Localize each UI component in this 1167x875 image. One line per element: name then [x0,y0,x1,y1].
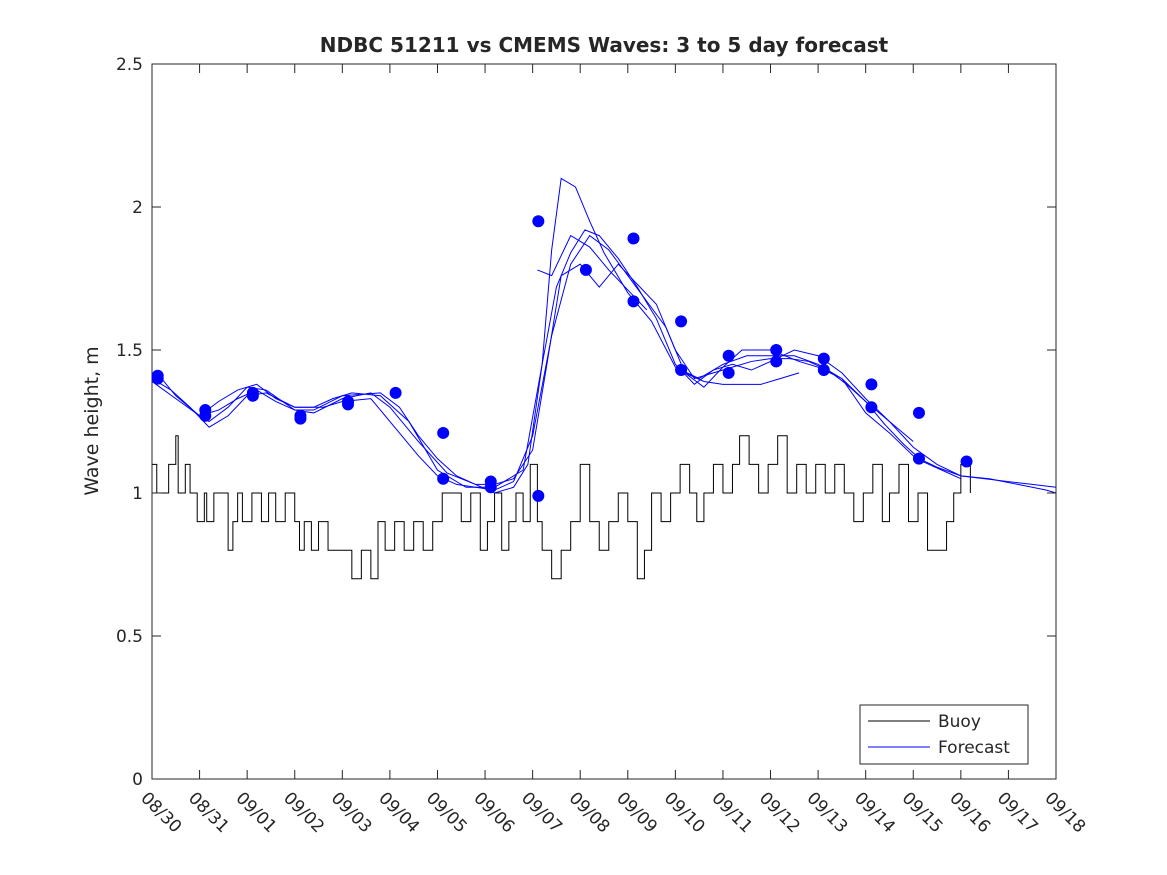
forecast-line [199,263,962,485]
legend-label-forecast: Forecast [938,738,1010,758]
x-tick-label: 09/18 [1040,788,1089,837]
forecast-marker [484,475,497,488]
forecast-marker [817,364,830,377]
forecast-line [537,234,648,311]
y-tick-label: 0 [132,770,143,790]
forecast-marker [770,355,783,368]
forecast-marker [246,389,259,402]
forecast-marker [342,398,355,411]
forecast-marker [389,386,402,399]
x-tick-label: 09/17 [993,788,1042,837]
forecast-marker [532,489,545,502]
chart-title: NDBC 51211 vs CMEMS Waves: 3 to 5 day fo… [320,33,889,57]
x-tick-label: 09/16 [945,788,994,837]
y-tick-label: 1.5 [116,341,143,361]
forecast-marker [151,372,164,385]
x-tick-label: 09/14 [850,788,899,837]
x-tick-label: 09/13 [803,788,852,837]
legend-label-buoy: Buoy [938,712,981,732]
forecast-marker [865,401,878,414]
forecast-marker [722,366,735,379]
forecast-marker [627,232,640,245]
x-tick-label: 09/08 [565,788,614,837]
forecast-marker [437,426,450,439]
forecast-marker [865,378,878,391]
forecast-marker [675,315,688,328]
forecast-marker [912,406,925,419]
x-tick-label: 09/10 [660,788,709,837]
x-tick-label: 09/04 [374,788,423,837]
x-tick-label: 09/05 [422,788,471,837]
forecast-marker [675,364,688,377]
x-tick-label: 09/09 [612,788,661,837]
forecast-marker [912,452,925,465]
x-tick-label: 08/31 [184,788,233,837]
x-tick-label: 09/02 [279,788,328,837]
forecast-marker [199,409,212,422]
forecast-marker [579,263,592,276]
forecast-marker [770,344,783,356]
x-tick-label: 09/12 [755,788,804,837]
forecast-marker [532,215,545,228]
y-tick-label: 2.5 [116,55,143,75]
forecast-marker [817,352,830,365]
forecast-marker [722,349,735,362]
forecast-marker [960,455,973,468]
x-tick-label: 09/06 [470,788,519,837]
forecast-marker [294,412,307,425]
y-tick-label: 1 [132,484,143,504]
forecast-line [684,372,800,385]
y-tick-label: 0.5 [116,627,143,647]
x-tick-label: 09/01 [232,788,281,837]
series-layer [151,177,1057,580]
x-tick-label: 09/15 [898,788,947,837]
forecast-line [151,177,1057,494]
x-tick-label: 09/07 [517,788,566,837]
axes-box [151,63,1057,780]
x-tick-label: 08/30 [136,788,185,837]
legend: Buoy Forecast [859,704,1029,765]
y-tick-label: 2 [132,198,143,218]
x-tick-label: 09/11 [707,788,756,837]
x-tick-label: 09/03 [327,788,376,837]
marker-layer [151,215,973,502]
forecast-marker [627,295,640,308]
legend-box [859,704,1029,765]
forecast-marker [437,472,450,485]
y-axis-label: Wave height, m [81,346,103,495]
